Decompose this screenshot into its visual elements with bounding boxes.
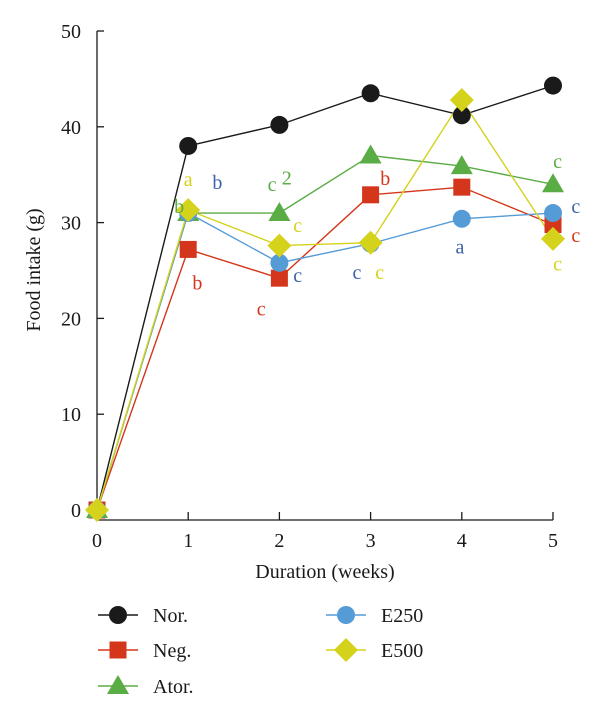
legend-label-ator: Ator. bbox=[153, 676, 194, 698]
significance-letter: c bbox=[571, 225, 580, 247]
legend-label-e500: E500 bbox=[381, 640, 423, 662]
significance-letter: b bbox=[212, 172, 222, 194]
point-ator bbox=[542, 173, 564, 193]
legend-marker-nor bbox=[109, 606, 127, 624]
significance-letter: c bbox=[293, 265, 302, 287]
point-e500 bbox=[176, 198, 201, 223]
point-ator bbox=[450, 155, 473, 175]
y-tick-label: 10 bbox=[61, 404, 81, 426]
point-nor bbox=[544, 76, 562, 95]
point-nor bbox=[179, 136, 198, 155]
point-e500 bbox=[541, 226, 565, 251]
point-e250 bbox=[270, 253, 289, 272]
series-line-ator bbox=[96, 154, 554, 511]
significance-letter: c bbox=[352, 262, 361, 284]
significance-letter: b bbox=[380, 168, 390, 190]
legend-label-neg: Neg. bbox=[153, 640, 191, 662]
x-tick-label: 4 bbox=[457, 530, 467, 552]
significance-letter: 2 bbox=[282, 167, 292, 189]
legend-label-nor: Nor. bbox=[153, 605, 188, 627]
series-layer bbox=[85, 76, 565, 522]
point-ator bbox=[359, 144, 382, 164]
significance-letter: c bbox=[553, 151, 562, 173]
x-tick-label: 5 bbox=[548, 530, 558, 552]
significance-letter: a bbox=[456, 236, 465, 258]
point-neg bbox=[362, 186, 380, 204]
significance-letter: b bbox=[192, 273, 202, 295]
series-line-nor bbox=[96, 84, 554, 511]
legend-marker-e500 bbox=[334, 638, 358, 662]
y-tick-label: 20 bbox=[61, 308, 81, 330]
y-ticks: 0 10 20 30 40 50 bbox=[61, 21, 104, 522]
point-e250 bbox=[452, 209, 471, 228]
series-line-e500 bbox=[96, 98, 554, 511]
point-e500 bbox=[358, 230, 383, 255]
legend: Nor. Neg. Ator. E250 E500 bbox=[98, 605, 423, 698]
x-tick-label: 0 bbox=[92, 530, 102, 552]
significance-letter: c bbox=[293, 215, 302, 237]
x-ticks: 0 1 2 3 4 5 bbox=[92, 512, 558, 552]
legend-marker-ator bbox=[107, 675, 129, 694]
y-tick-label: 30 bbox=[61, 213, 81, 235]
point-e500 bbox=[85, 498, 109, 522]
axes: 0 10 20 30 40 50 0 1 2 3 4 5 Food intake (g) Durat… bbox=[23, 21, 558, 583]
significance-letter: b bbox=[174, 196, 184, 218]
x-tick-label: 2 bbox=[274, 530, 284, 552]
significance-letter: c bbox=[257, 299, 266, 321]
y-tick-label: 50 bbox=[61, 21, 81, 43]
point-nor bbox=[361, 84, 380, 103]
y-axis-label: Food intake (g) bbox=[23, 208, 45, 331]
significance-letter: c bbox=[553, 254, 562, 276]
significance-letter: c bbox=[375, 262, 384, 284]
point-e500 bbox=[449, 87, 474, 112]
point-neg bbox=[179, 240, 197, 258]
point-e500 bbox=[267, 233, 292, 258]
significance-letter: a bbox=[184, 169, 193, 191]
y-tick-label: 40 bbox=[61, 117, 81, 139]
significance-letter: c bbox=[268, 174, 277, 196]
y-tick-label: 0 bbox=[71, 500, 81, 522]
legend-label-e250: E250 bbox=[381, 605, 423, 627]
legend-marker-e250 bbox=[337, 606, 355, 624]
point-nor bbox=[452, 106, 471, 125]
x-tick-label: 3 bbox=[366, 530, 376, 552]
point-nor bbox=[270, 115, 289, 134]
series-line-neg bbox=[96, 186, 554, 511]
point-neg bbox=[453, 178, 471, 196]
point-neg bbox=[270, 269, 288, 287]
x-tick-label: 1 bbox=[183, 530, 193, 552]
legend-marker-neg bbox=[109, 641, 127, 659]
series-line-e250 bbox=[96, 211, 554, 511]
significance-letter: c bbox=[571, 196, 580, 218]
x-axis-label: Duration (weeks) bbox=[255, 561, 394, 583]
point-ator bbox=[268, 202, 291, 222]
point-e250 bbox=[544, 204, 562, 223]
